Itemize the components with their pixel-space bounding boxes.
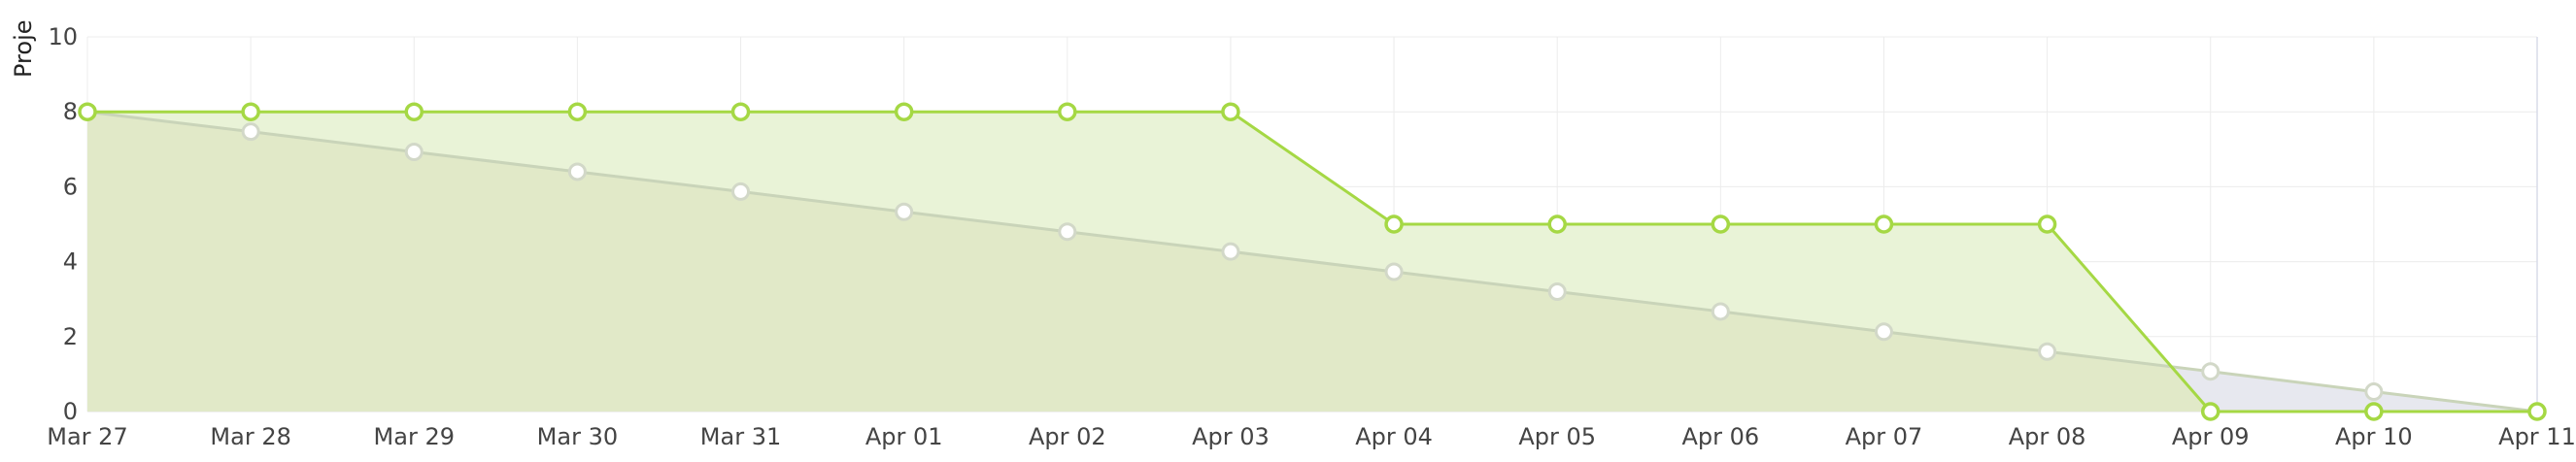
actual-point: [2037, 214, 2057, 234]
x-tick-label: Mar 29: [374, 423, 455, 450]
actual-point: [78, 102, 97, 121]
y-tick-label: 8: [63, 98, 78, 125]
label-layer: 0 2 4 6 8 10 Mar 27 Mar 28 Mar 29 Mar 30 Mar 31 Apr…: [47, 23, 2576, 450]
y-tick-label: 2: [63, 323, 78, 350]
x-tick-label: Mar 31: [700, 423, 781, 450]
x-tick-label: Apr 05: [1518, 423, 1596, 450]
x-tick-label: Apr 11: [2498, 423, 2576, 450]
ideal-point: [895, 202, 914, 221]
y-tick-label: 10: [48, 23, 78, 50]
x-tick-label: Apr 04: [1355, 423, 1433, 450]
actual-point: [894, 102, 914, 121]
ideal-point: [2364, 382, 2384, 402]
x-tick-label: Mar 27: [47, 423, 127, 450]
actual-point: [567, 102, 588, 121]
actual-point: [1221, 102, 1240, 121]
actual-point: [730, 102, 751, 121]
y-tick-label: 6: [63, 173, 78, 200]
x-tick-label: Mar 28: [210, 423, 290, 450]
actual-point: [2200, 402, 2220, 421]
x-tick-label: Apr 03: [1192, 423, 1270, 450]
ideal-point: [1711, 302, 1730, 321]
ideal-point: [1384, 262, 1404, 281]
x-tick-label: Apr 06: [1681, 423, 1759, 450]
ideal-point: [1547, 281, 1567, 301]
ideal-point: [567, 162, 587, 182]
actual-point: [2527, 402, 2547, 421]
actual-point: [1547, 214, 1567, 234]
actual-point: [1384, 214, 1404, 234]
x-tick-label: Apr 02: [1029, 423, 1106, 450]
actual-point: [404, 102, 424, 121]
actual-point: [1874, 214, 1894, 234]
ideal-point: [1221, 242, 1240, 261]
ideal-point: [1058, 222, 1077, 242]
x-tick-label: Apr 01: [865, 423, 943, 450]
ideal-point: [404, 143, 424, 162]
x-tick-label: Apr 10: [2335, 423, 2413, 450]
y-tick-label: 4: [63, 248, 78, 276]
actual-point: [2364, 402, 2384, 421]
actual-point: [1711, 214, 1731, 234]
ideal-point: [1874, 322, 1893, 342]
ideal-point: [731, 182, 751, 201]
line-layer: [86, 110, 2538, 413]
x-tick-label: Apr 09: [2172, 423, 2250, 450]
point-layer: [78, 102, 2547, 421]
y-axis-title: Proje: [10, 19, 37, 78]
ideal-point: [241, 122, 260, 142]
actual-line: [87, 110, 2537, 413]
ideal-point: [2038, 342, 2057, 361]
x-tick-label: Apr 07: [1846, 423, 1923, 450]
ideal-point: [2201, 362, 2220, 381]
ideal-line: [86, 110, 2538, 413]
x-tick-label: Mar 30: [537, 423, 618, 450]
actual-point: [1058, 102, 1077, 121]
x-tick-label: Apr 08: [2009, 423, 2086, 450]
y-tick-label: 0: [63, 398, 78, 425]
actual-point: [241, 102, 260, 121]
